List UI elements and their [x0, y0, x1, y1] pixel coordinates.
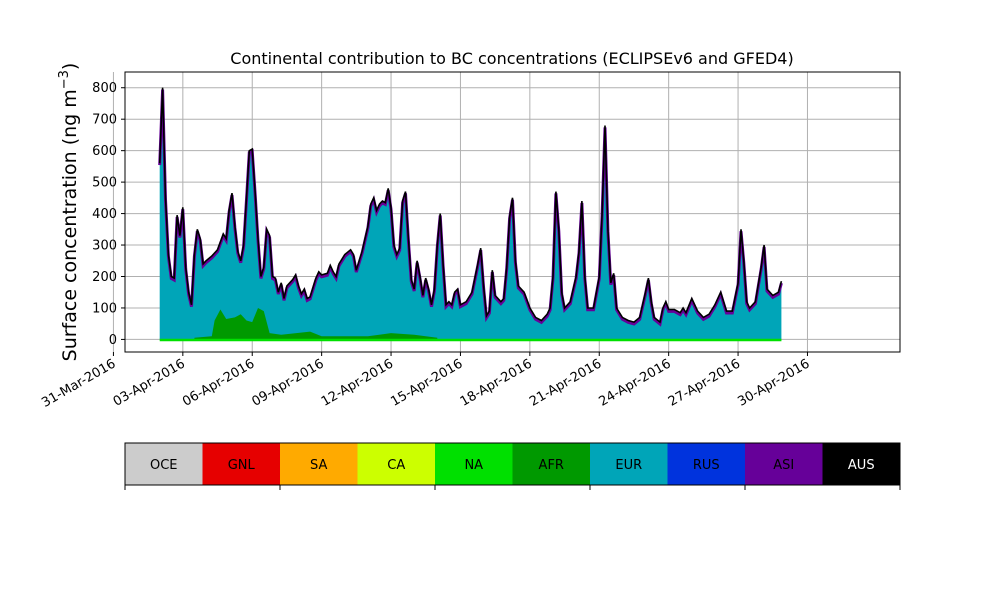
legend-swatch-eur [590, 443, 668, 485]
chart-title: Continental contribution to BC concentra… [230, 49, 793, 68]
x-tick-label: 03-Apr-2016 [111, 356, 188, 409]
legend-label-eur: EUR [615, 458, 642, 473]
x-tick-label: 18-Apr-2016 [458, 356, 535, 409]
legend-label-afr: AFR [539, 458, 564, 473]
x-tick-label: 12-Apr-2016 [319, 356, 396, 409]
legend-label-asi: ASI [773, 458, 794, 473]
legend-label-aus: AUS [848, 458, 875, 473]
y-tick-label: 700 [92, 113, 117, 128]
legend-label-na: NA [464, 458, 483, 473]
y-tick-label: 100 [92, 301, 117, 316]
legend-swatch-oce [125, 443, 203, 485]
afr-area [194, 308, 438, 340]
legend-swatch-ca [357, 443, 435, 485]
legend-swatch-sa [280, 443, 358, 485]
aus-line [158, 87, 783, 324]
x-axis: 31-Mar-201603-Apr-201606-Apr-201609-Apr-… [39, 352, 812, 411]
legend-frame [124, 442, 901, 486]
x-tick-label: 15-Apr-2016 [388, 356, 465, 409]
y-axis-label: Surface concentration (ng m−3) [57, 63, 81, 362]
x-tick-label: 09-Apr-2016 [250, 356, 327, 409]
legend-label-sa: SA [310, 458, 327, 473]
legend-swatch-aus [822, 443, 900, 485]
x-tick-label: 06-Apr-2016 [180, 356, 257, 409]
area-series [158, 87, 783, 342]
y-tick-label: 500 [92, 176, 117, 191]
legend-label-oce: OCE [150, 458, 178, 473]
y-axis: 0 100 200 300 400 500 600 700 800 [92, 81, 125, 348]
legend-swatch-afr [512, 443, 590, 485]
legend-swatch-gnl [202, 443, 280, 485]
x-tick-label: 24-Apr-2016 [597, 356, 674, 409]
y-tick-label: 400 [92, 207, 117, 222]
y-axis-label-main: Surface concentration (ng m [59, 89, 81, 361]
y-tick-label: 0 [109, 333, 117, 348]
legend-swatch-rus [667, 443, 745, 485]
y-tick-label: 600 [92, 144, 117, 159]
y-axis-label-sup: −3 [57, 70, 72, 89]
plot-area: 0 100 200 300 400 500 600 700 800 31-Mar-201603-… [39, 71, 901, 411]
y-tick-label: 800 [92, 81, 117, 96]
legend-swatch-asi [745, 443, 823, 485]
y-tick-label: 300 [92, 239, 117, 254]
x-tick-label: 31-Mar-2016 [39, 356, 118, 410]
legend-swatch-na [435, 443, 513, 485]
legend-label-ca: CA [387, 458, 405, 473]
x-tick-label: 27-Apr-2016 [666, 356, 743, 409]
x-tick-label: 30-Apr-2016 [735, 356, 812, 409]
plot-frame [124, 71, 901, 353]
legend-label-gnl: GNL [228, 458, 256, 473]
x-tick-label: 21-Apr-2016 [527, 356, 604, 409]
y-tick-label: 200 [92, 270, 117, 285]
legend: OCE GNL SA CA NA AFR EUR RUS ASI AUS [124, 442, 901, 490]
y-axis-label-close: ) [59, 63, 81, 70]
legend-label-rus: RUS [693, 458, 720, 473]
